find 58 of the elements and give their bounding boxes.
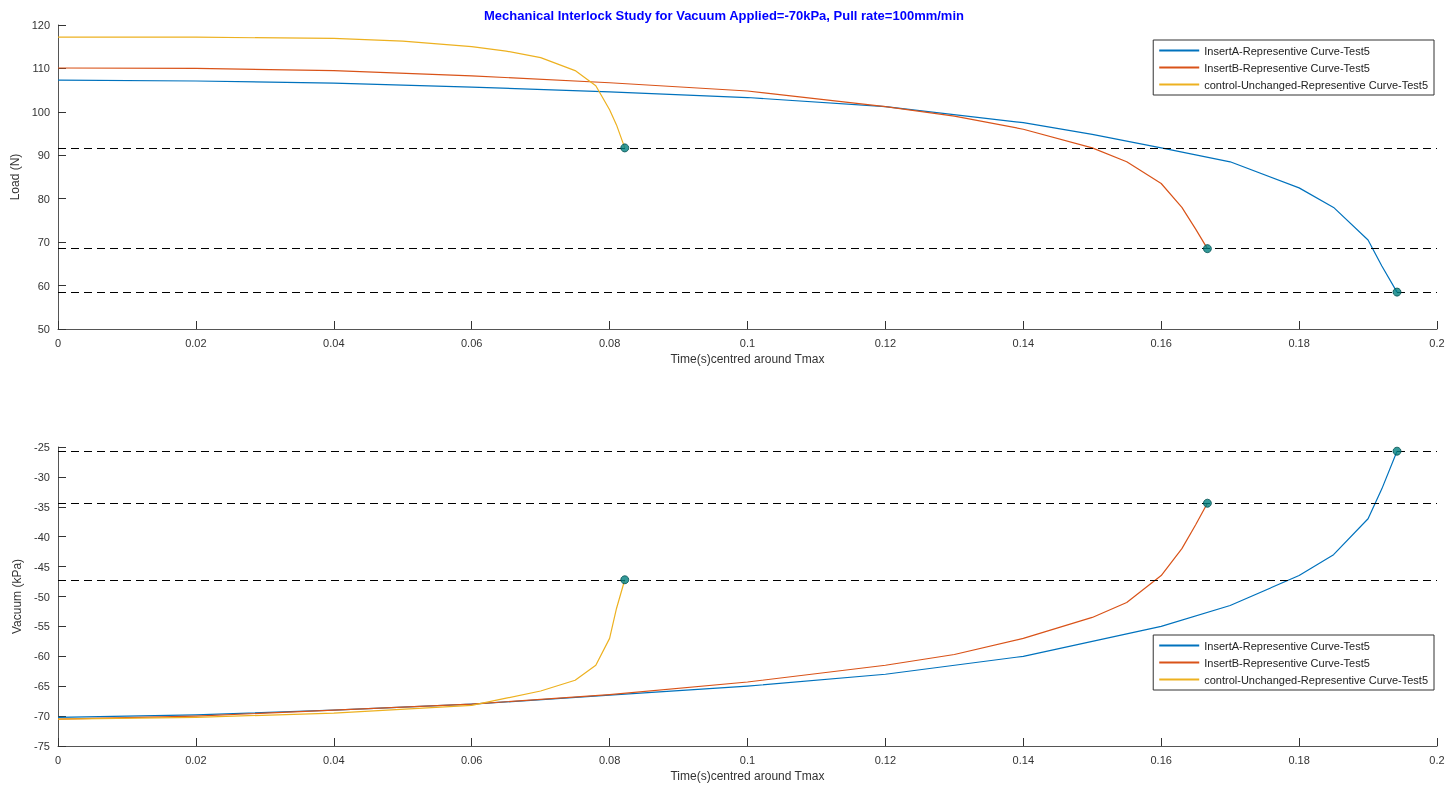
y-axis-title: Vacuum (kPa) (10, 558, 25, 635)
legend-label: control-Unchanged-Representive Curve-Test5 (1204, 78, 1429, 91)
x-tick-label: 0.02 (185, 336, 207, 349)
chart-title: Mechanical Interlock Study for Vacuum Applied=-70kPa, Pull rate=100mm/min (484, 8, 965, 23)
x-tick-label: 0.2 (1429, 336, 1445, 349)
y-tick-label: 60 (37, 279, 50, 292)
x-axis-title: Time(s)centred around Tmax (670, 351, 825, 366)
x-tick-label: 0.06 (460, 336, 483, 349)
x-tick-label: 0.14 (1012, 753, 1035, 766)
y-tick-label: 80 (37, 192, 50, 205)
point (1392, 287, 1402, 297)
x-tick-label: 0.04 (323, 753, 345, 766)
point (1202, 498, 1212, 508)
x-tick-label: 0.18 (1288, 336, 1310, 349)
y-tick-label: -60 (34, 650, 50, 663)
x-tick-label: 0.1 (739, 753, 756, 766)
legend-label: control-Unchanged-Representive Curve-Test5 (1204, 673, 1429, 686)
y-tick-label: 100 (31, 105, 50, 118)
x-tick-label: 0.06 (460, 753, 483, 766)
legend-label: InsertB-Representive Curve-Test5 (1204, 61, 1370, 74)
x-tick-label: 0.08 (598, 336, 621, 349)
x-tick-label: 0.02 (185, 753, 207, 766)
y-tick-label: -25 (34, 441, 50, 453)
y-tick-label: 70 (37, 236, 50, 249)
x-tick-label: 0.16 (1150, 336, 1172, 349)
x-axis-title: Time(s)centred around Tmax (670, 768, 825, 783)
x-tick-label: 0.16 (1150, 753, 1172, 766)
x-tick-label: 0.14 (1012, 336, 1035, 349)
point (1392, 446, 1402, 456)
legend-label: InsertA-Representive Curve-Test5 (1204, 44, 1370, 57)
x-tick-label: 0.2 (1429, 753, 1445, 766)
y-axis-title: Load (N) (7, 153, 22, 201)
y-tick-label: -65 (34, 680, 50, 693)
y-tick-label: -40 (34, 530, 50, 543)
y-tick-label: 50 (37, 323, 50, 335)
point (1202, 244, 1212, 254)
x-tick-label: 0.1 (739, 336, 756, 349)
x-tick-label: 0.18 (1288, 753, 1310, 766)
x-tick-label: 0.12 (874, 336, 897, 349)
x-tick-label: 0.04 (323, 336, 345, 349)
x-tick-label: 0 (54, 753, 62, 766)
y-tick-label: -70 (34, 710, 50, 723)
y-tick-label: -50 (34, 590, 50, 603)
y-tick-label: 90 (37, 149, 50, 162)
y-tick-label: -45 (34, 560, 50, 573)
legend-label: InsertA-Representive Curve-Test5 (1204, 639, 1370, 652)
point (620, 575, 630, 585)
y-tick-label: -75 (34, 740, 50, 752)
y-tick-label: -35 (34, 500, 50, 513)
legend-label: InsertB-Representive Curve-Test5 (1204, 656, 1370, 669)
x-tick-label: 0 (54, 336, 62, 349)
y-tick-label: 120 (31, 19, 50, 31)
y-tick-label: -30 (34, 470, 50, 483)
x-tick-label: 0.12 (874, 753, 897, 766)
x-tick-label: 0.08 (598, 753, 621, 766)
y-tick-label: -55 (34, 620, 50, 633)
point (620, 143, 630, 153)
y-tick-label: 110 (32, 62, 50, 75)
